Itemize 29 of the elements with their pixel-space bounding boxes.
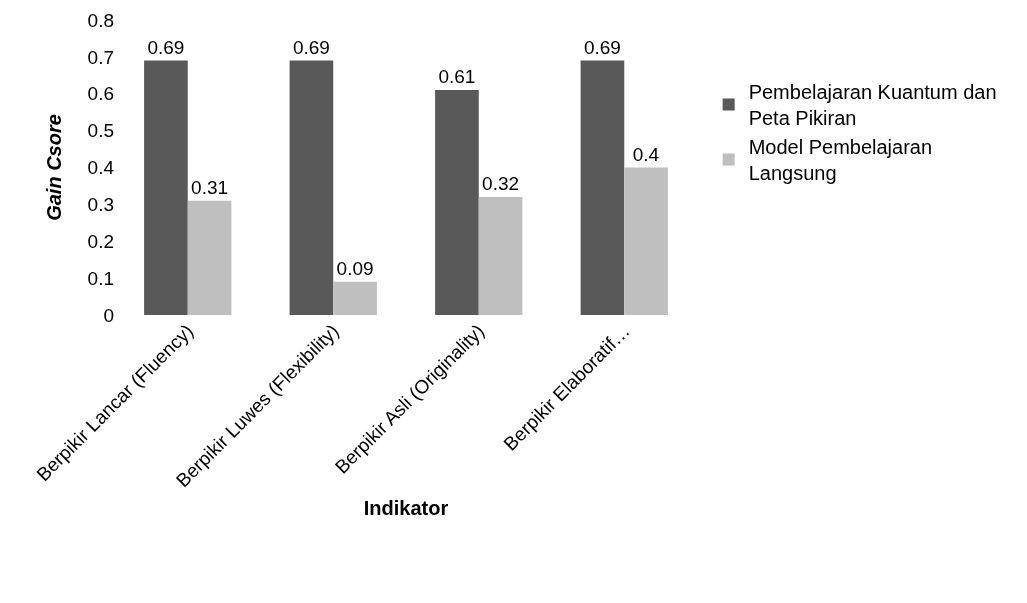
bar xyxy=(624,167,668,315)
y-tick-label: 0.4 xyxy=(87,157,115,179)
data-label: 0.32 xyxy=(482,173,520,194)
legend-label: Model Pembelajaran Langsung xyxy=(748,136,933,185)
data-label: 0.69 xyxy=(147,36,185,58)
x-axis-title: Indikator xyxy=(363,496,449,519)
bar xyxy=(187,200,232,315)
y-tick-label: 0.3 xyxy=(87,194,114,216)
data-label: 0.4 xyxy=(632,143,660,165)
y-tick-label: 0.7 xyxy=(87,46,114,68)
y-tick-label: 0.1 xyxy=(87,267,114,289)
data-label: 0.69 xyxy=(292,36,330,58)
bar xyxy=(435,90,479,315)
bar xyxy=(144,60,188,315)
y-tick-label: 0.8 xyxy=(87,9,114,31)
bar xyxy=(289,60,334,315)
y-axis-title: Gain Csore xyxy=(43,114,66,221)
y-tick-label: 0.6 xyxy=(87,83,114,105)
bar xyxy=(333,281,377,315)
bar xyxy=(580,60,625,315)
y-tick-label: 0 xyxy=(103,304,114,326)
data-label: 0.09 xyxy=(336,257,374,279)
y-tick-label: 0.2 xyxy=(87,230,114,252)
bar xyxy=(478,197,523,315)
legend-label: Pembelajaran Kuantum dan Peta Pikiran xyxy=(748,81,997,130)
data-label: 0.69 xyxy=(583,36,621,58)
data-label: 0.31 xyxy=(191,176,229,198)
data-label: 0.61 xyxy=(438,66,476,88)
y-tick-label: 0.5 xyxy=(87,120,114,142)
